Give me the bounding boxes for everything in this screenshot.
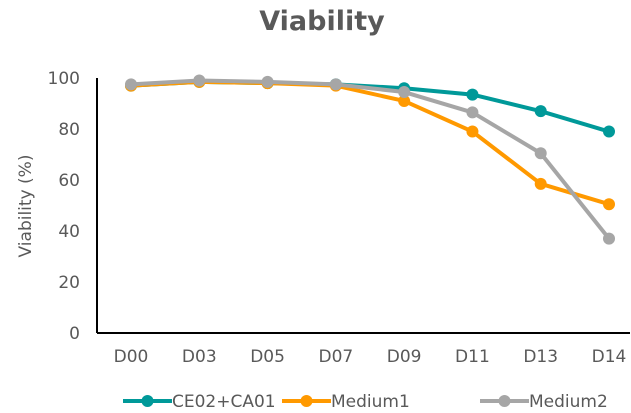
data-point (534, 105, 547, 118)
legend-item: Medium2 (480, 392, 608, 412)
y-tick-labels: 0 20 40 60 80 100 (48, 69, 80, 344)
data-point (534, 147, 547, 160)
data-point (261, 75, 274, 88)
data-point (603, 232, 615, 245)
legend-marker (141, 395, 154, 407)
chart-title: Viability (259, 6, 385, 37)
series-medium1 (125, 75, 615, 211)
data-point (466, 125, 479, 138)
x-tick-label: D03 (182, 347, 217, 367)
legend-label: Medium1 (331, 392, 410, 412)
legend-item: CE02+CA01 (123, 392, 276, 412)
legend: CE02+CA01 Medium1 Medium2 (123, 392, 608, 412)
data-point (466, 106, 479, 119)
y-tick-label: 40 (58, 222, 80, 242)
x-tick-label: D14 (592, 347, 627, 367)
data-point (125, 78, 137, 91)
y-tick-label: 100 (48, 69, 80, 89)
series-line (129, 78, 611, 241)
data-point (603, 125, 615, 138)
x-tick-label: D11 (455, 347, 490, 367)
legend-label: CE02+CA01 (172, 392, 276, 412)
x-tick-label: D05 (250, 347, 285, 367)
y-tick-label: 20 (58, 273, 80, 293)
data-point (603, 198, 615, 211)
y-axis-title: Viability (%) (16, 155, 36, 258)
legend-label: Medium2 (529, 392, 608, 412)
x-tick-labels: D00 D03 D05 D07 D09 D11 D13 D14 (114, 347, 627, 367)
legend-marker (498, 395, 511, 407)
legend-marker (300, 395, 313, 407)
y-tick-label: 60 (58, 171, 80, 191)
x-tick-label: D00 (114, 347, 149, 367)
x-tick-label: D09 (387, 347, 422, 367)
data-point (534, 177, 547, 190)
series-layer (125, 74, 615, 245)
data-point (398, 94, 411, 107)
x-tick-label: D13 (523, 347, 558, 367)
data-point (329, 78, 342, 91)
data-point (398, 86, 411, 99)
x-tick-label: D07 (318, 347, 353, 367)
legend-item: Medium1 (282, 392, 410, 412)
data-point (193, 74, 206, 87)
data-point (466, 88, 479, 101)
series-medium2 (125, 74, 615, 245)
y-tick-label: 80 (58, 120, 80, 140)
y-tick-label: 0 (69, 324, 80, 344)
